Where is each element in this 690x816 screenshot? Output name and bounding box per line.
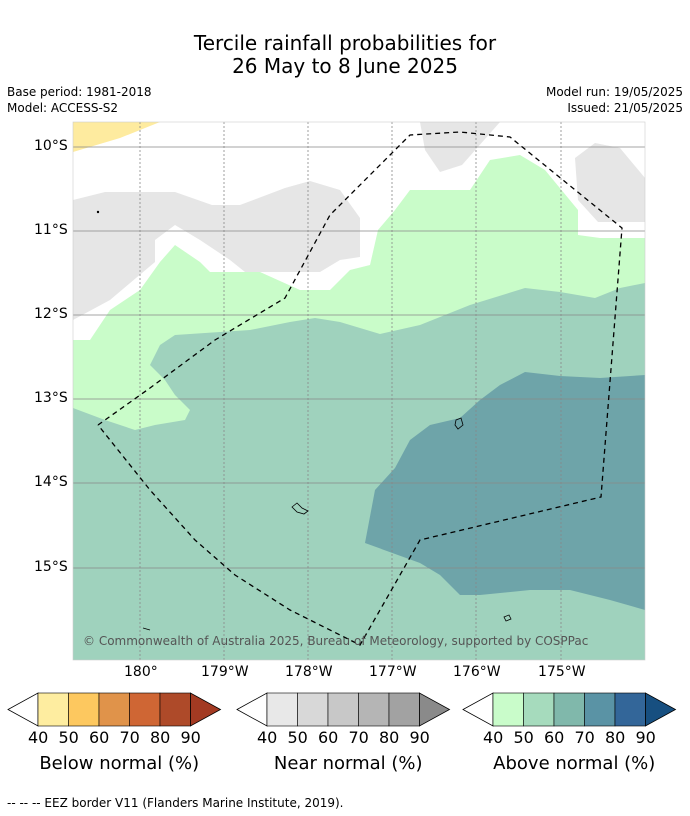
colorbar-segment: [388, 692, 420, 727]
map-fill-regions: [73, 122, 645, 660]
colorbar-tick-label: 90: [635, 728, 656, 747]
island-outline: [503, 614, 512, 622]
island-outline: [291, 502, 309, 515]
lon-label: 178°W: [285, 664, 333, 680]
colorbar-segment: [358, 692, 390, 727]
colorbars: [7, 692, 677, 727]
colorbar-tick-label: 80: [605, 728, 626, 747]
base-period: Base period: 1981-2018: [7, 85, 152, 99]
colorbar-max-arrow: [190, 692, 222, 727]
colorbar-min-arrow: [236, 692, 268, 727]
colorbar-label: Above normal (%): [493, 753, 656, 774]
model-run: Model run: 19/05/2025: [545, 85, 683, 99]
islands: [96, 210, 512, 631]
colorbar-tick-label: 40: [257, 728, 278, 747]
above-normal-60-region: [365, 372, 645, 610]
island-outline: [454, 417, 464, 430]
colorbar-segment: [37, 692, 69, 727]
lon-label: 175°W: [538, 664, 586, 680]
colorbar-tick-label: 70: [574, 728, 595, 747]
colorbar-tick-label: 40: [28, 728, 49, 747]
lon-label: 176°W: [453, 664, 501, 680]
below-normal-region: [73, 122, 160, 152]
lat-label: 12°S: [34, 306, 68, 322]
colorbar-segment: [614, 692, 646, 727]
colorbar-tick-label: 90: [180, 728, 201, 747]
colorbar-label: Below normal (%): [39, 753, 200, 774]
colorbar-tick-label: 80: [150, 728, 171, 747]
lat-label: 15°S: [34, 559, 68, 575]
lat-label: 10°S: [34, 138, 68, 154]
colorbar-segment: [584, 692, 616, 727]
colorbar-tick-label: 70: [119, 728, 140, 747]
colorbar-min-arrow: [462, 692, 494, 727]
issued-date: Issued: 21/05/2025: [567, 101, 683, 115]
colorbar-min-arrow: [7, 692, 39, 727]
colorbar-tick-label: 60: [544, 728, 565, 747]
colorbar-segment: [98, 692, 130, 727]
colorbar-segment: [553, 692, 585, 727]
colorbar-tick-label: 70: [348, 728, 369, 747]
lon-label: 180°: [124, 664, 158, 680]
chart-title-line-2: 26 May to 8 June 2025: [232, 54, 458, 78]
colorbar-tick-label: 50: [58, 728, 79, 747]
colorbar-segment: [523, 692, 555, 727]
colorbar-tick-label: 80: [379, 728, 400, 747]
lon-label: 179°W: [201, 664, 249, 680]
island-outline: [142, 627, 151, 631]
colorbar-max-arrow: [419, 692, 451, 727]
colorbar-max-arrow: [645, 692, 677, 727]
chart-title-line-1: Tercile rainfall probabilities for: [193, 31, 497, 55]
colorbar-segment: [266, 692, 298, 727]
colorbar-tick-label: 90: [409, 728, 430, 747]
colorbar-label: Near normal (%): [273, 753, 423, 774]
lat-label: 11°S: [34, 222, 68, 238]
lat-label: 13°S: [34, 390, 68, 406]
near-normal-region: [575, 143, 645, 222]
model-name: Model: ACCESS-S2: [7, 101, 119, 115]
gridlines: [73, 122, 645, 660]
island-outline: [96, 210, 100, 214]
colorbar-segment: [297, 692, 329, 727]
eez-border: [97, 131, 623, 646]
colorbar-tick-label: 50: [513, 728, 534, 747]
colorbar-tick-label: 60: [318, 728, 339, 747]
colorbar-segment: [327, 692, 359, 727]
colorbar-segment: [492, 692, 524, 727]
colorbar-segment: [129, 692, 161, 727]
colorbar-tick-label: 60: [89, 728, 110, 747]
copyright-notice: © Commonwealth of Australia 2025, Bureau…: [83, 634, 589, 648]
lon-label: 177°W: [369, 664, 417, 680]
colorbar-segment: [159, 692, 191, 727]
eez-legend-note: -- -- -- EEZ border V11 (Flanders Marine…: [7, 796, 344, 810]
near-normal-region: [73, 181, 360, 320]
map-frame: [72, 121, 646, 661]
colorbar-segment: [68, 692, 100, 727]
lat-label: 14°S: [34, 474, 68, 490]
colorbar-tick-label: 40: [483, 728, 504, 747]
colorbar-tick-label: 50: [287, 728, 308, 747]
